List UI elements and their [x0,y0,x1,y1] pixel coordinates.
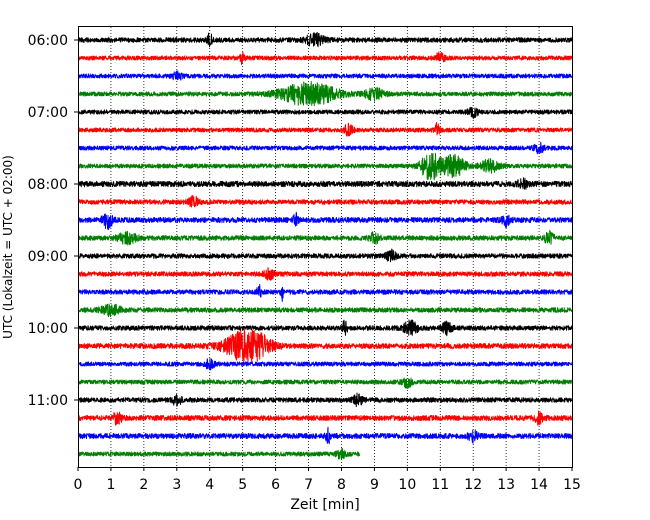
seismic-trace-1030 [78,358,573,371]
x-tick-label: 14 [530,477,548,493]
x-tick-label: 0 [74,477,83,493]
y-axis-label: UTC (Lokalzeit = UTC + 02:00) [1,155,15,339]
vertical-grid [110,27,540,467]
trace-series [78,32,573,460]
seismic-trace-0730 [78,141,573,155]
x-tick-label: 7 [304,477,313,493]
x-tick-label: 10 [398,477,416,493]
x-axis-ticks: 0 1 2 3 4 5 6 7 8 9 10 11 12 13 14 15 [74,467,581,493]
seismic-trace-1145 [78,448,360,460]
y-tick-label: 10:00 [28,321,68,337]
seismic-trace-0615 [78,51,573,66]
y-tick-label: 06:00 [28,33,68,49]
seismic-trace-0900 [78,248,573,263]
y-tick-label: 11:00 [28,393,68,409]
seismic-trace-0700 [78,106,573,120]
seismic-trace-0945 [78,303,573,318]
x-tick-label: 2 [139,477,148,493]
x-tick-label: 15 [563,477,581,493]
seismic-trace-1100 [78,392,573,408]
seismic-trace-1115 [78,410,573,426]
seismic-trace-0600 [78,32,573,48]
x-tick-label: 12 [464,477,482,493]
seismic-trace-0630 [78,70,573,81]
seismic-trace-0930 [78,283,573,302]
seismic-trace-1045 [78,377,573,389]
seismic-trace-0715 [78,121,573,137]
y-tick-label: 09:00 [28,249,68,265]
seismic-trace-0915 [78,267,573,281]
seismic-trace-0745 [78,152,573,181]
seismic-trace-0845 [78,229,573,246]
y-tick-label: 07:00 [28,105,68,121]
x-tick-label: 3 [172,477,181,493]
plot-frame [78,26,573,468]
x-tick-label: 4 [205,477,214,493]
seismic-trace-0830 [78,211,573,231]
x-tick-label: 1 [106,477,115,493]
seismic-trace-1130 [78,426,573,445]
seismic-trace-0645 [78,80,573,107]
x-tick-label: 6 [271,477,280,493]
x-tick-label: 11 [431,477,449,493]
seismic-trace-0815 [78,194,573,208]
x-axis-label: Zeit [min] [290,497,359,513]
x-tick-label: 9 [370,477,379,493]
y-tick-label: 08:00 [28,177,68,193]
seismic-trace-1000 [78,319,573,337]
seismic-trace-0800 [78,177,573,190]
x-tick-label: 5 [238,477,247,493]
seismic-trace-1015 [78,327,573,364]
x-tick-label: 13 [497,477,515,493]
y-axis-ticks: 06:00 07:00 08:00 09:00 10:00 11:00 [28,33,78,409]
x-tick-label: 8 [337,477,346,493]
